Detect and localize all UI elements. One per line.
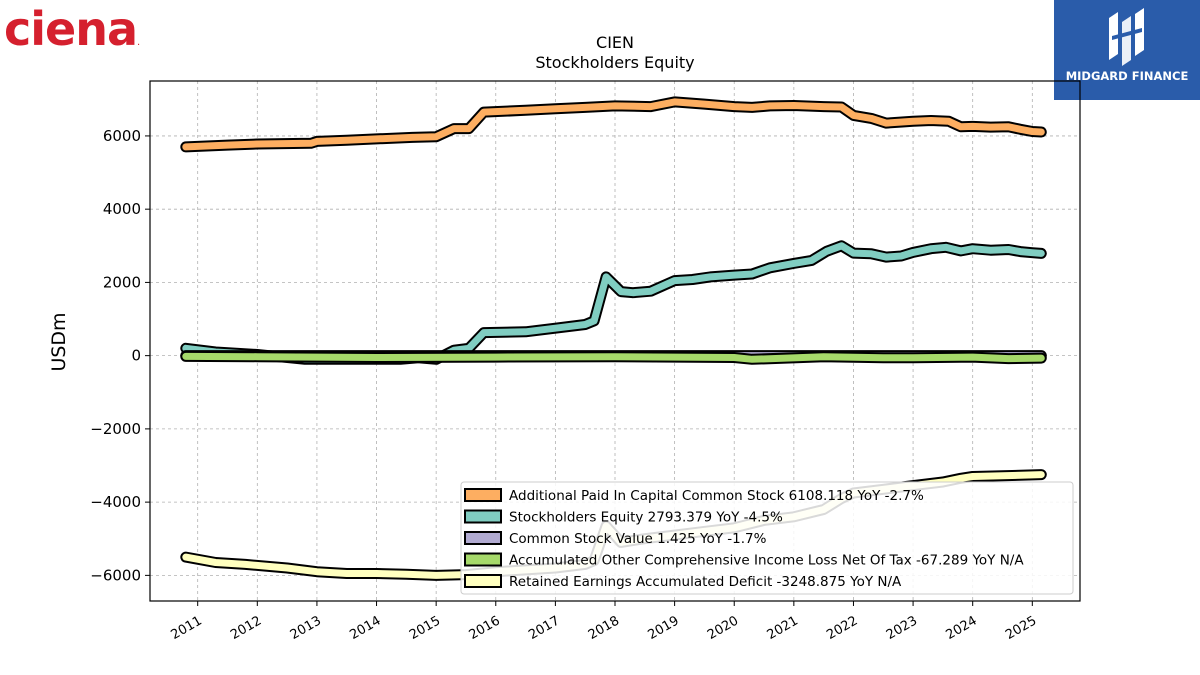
legend-entry-0: Additional Paid In Capital Common Stock … <box>509 488 924 504</box>
x-tick-label: 2016 <box>467 613 503 643</box>
legend-swatch-3 <box>464 552 502 567</box>
legend-swatch-4 <box>464 574 502 588</box>
midgard-finance-logo: MIDGARD FINANCE <box>1054 0 1200 100</box>
y-tick-label: −4000 <box>90 493 141 511</box>
legend-swatch-0 <box>464 488 502 502</box>
series-line-0 <box>182 98 1045 151</box>
x-tick-label: 2019 <box>645 613 681 643</box>
x-tick-label: 2015 <box>407 613 443 643</box>
legend-swatch-1 <box>464 509 502 524</box>
legend: Additional Paid In Capital Common Stock … <box>460 481 1074 595</box>
x-tick-label: 2020 <box>705 613 741 643</box>
y-tick-label: 6000 <box>103 127 141 145</box>
y-tick-label: −6000 <box>90 566 141 584</box>
x-tick-label: 2011 <box>169 613 205 643</box>
x-tick-label: 2024 <box>944 613 980 643</box>
y-tick-label: 0 <box>131 347 141 365</box>
y-tick-label: −2000 <box>90 420 141 438</box>
legend-entry-2: Common Stock Value 1.425 YoY -1.7% <box>509 531 767 547</box>
series-line-3 <box>182 352 1045 363</box>
y-tick-label: 2000 <box>103 273 141 291</box>
chart-title: CIEN <box>596 33 634 52</box>
y-axis-label: USDm <box>48 312 70 371</box>
x-tick-label: 2025 <box>1003 613 1039 643</box>
x-tick-label: 2022 <box>824 613 860 643</box>
x-tick-label: 2012 <box>228 613 264 643</box>
ciena-logo-mark: . <box>137 37 140 48</box>
legend-entry-3: Accumulated Other Comprehensive Income L… <box>509 553 1024 569</box>
x-tick-label: 2018 <box>586 613 622 643</box>
x-tick-label: 2013 <box>288 613 324 643</box>
midgard-finance-logo-text: MIDGARD FINANCE <box>1065 69 1189 83</box>
ciena-logo-text: ciena <box>4 2 138 56</box>
chart-subtitle: Stockholders Equity <box>535 53 694 72</box>
legend-entry-4: Retained Earnings Accumulated Deficit -3… <box>509 574 902 590</box>
x-tick-label: 2021 <box>765 613 801 643</box>
x-tick-label: 2014 <box>347 613 383 643</box>
midgard-emblem-icon <box>1109 8 1144 66</box>
x-tick-label: 2023 <box>884 613 920 643</box>
x-tick-label: 2017 <box>526 613 562 643</box>
ciena-logo: ciena. <box>4 2 140 70</box>
y-axis: −6000 −4000 −2000 0 2000 4000 6000 <box>90 127 150 584</box>
legend-entry-1: Stockholders Equity 2793.379 YoY -4.5% <box>509 510 783 526</box>
legend-box <box>460 481 1074 595</box>
y-tick-label: 4000 <box>103 200 141 218</box>
legend-swatch-2 <box>464 531 502 545</box>
x-axis: 2011 2012 2013 2014 2015 2016 2017 2018 2019 2020… <box>169 601 1039 643</box>
